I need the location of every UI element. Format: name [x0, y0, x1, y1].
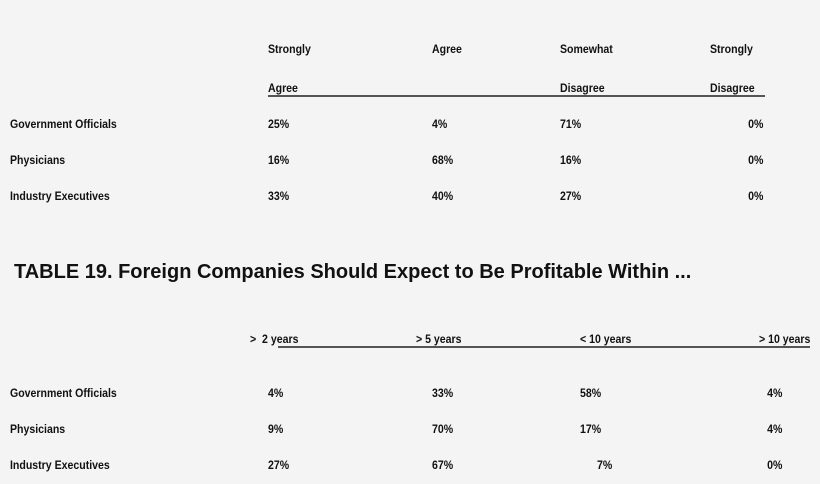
- cell: 9%: [268, 422, 284, 436]
- cell: 71%: [560, 117, 582, 131]
- row-label: Physicians: [10, 153, 66, 167]
- header-lt-10-years: < 10 years: [580, 332, 632, 346]
- header-agree: Agree: [432, 42, 462, 56]
- header-strongly-disagree-line2: Disagree: [710, 81, 755, 95]
- cell: 0%: [766, 458, 782, 472]
- row-label: Government Officials: [10, 386, 117, 400]
- cell: 4%: [268, 386, 284, 400]
- cell: 33%: [432, 386, 454, 400]
- row-label: Industry Executives: [10, 189, 110, 203]
- header-underline: [278, 346, 810, 348]
- header-somewhat-disagree-line2: Disagree: [560, 81, 605, 95]
- cell: 27%: [268, 458, 290, 472]
- row-label: Industry Executives: [10, 458, 110, 472]
- row-label: Physicians: [10, 422, 66, 436]
- header-gt-10-years: > 10 years: [758, 332, 810, 346]
- cell: 4%: [766, 422, 782, 436]
- cell: 16%: [268, 153, 290, 167]
- header-underline: [268, 95, 765, 97]
- cell: 4%: [766, 386, 782, 400]
- header-strongly-disagree-line1: Strongly: [710, 42, 753, 56]
- cell: 0%: [747, 153, 763, 167]
- cell: 68%: [432, 153, 454, 167]
- cell: 58%: [580, 386, 602, 400]
- cell: 16%: [560, 153, 582, 167]
- cell: 0%: [747, 189, 763, 203]
- cell: 25%: [268, 117, 290, 131]
- table-19-title: TABLE 19. Foreign Companies Should Expec…: [14, 261, 692, 283]
- header-gt-5-years: > 5 years: [416, 332, 462, 346]
- header-strongly-agree-line2: Agree: [268, 81, 298, 95]
- cell: 4%: [432, 117, 448, 131]
- header-gt-2-years: > 2 years: [250, 332, 299, 346]
- cell: 70%: [432, 422, 454, 436]
- cell: 33%: [268, 189, 290, 203]
- cell: 67%: [432, 458, 454, 472]
- header-somewhat-disagree-line1: Somewhat: [560, 42, 613, 56]
- cell: 40%: [432, 189, 454, 203]
- header-strongly-agree-line1: Strongly: [268, 42, 311, 56]
- cell: 0%: [747, 117, 763, 131]
- cell: 7%: [597, 458, 613, 472]
- cell: 27%: [560, 189, 582, 203]
- row-label: Government Officials: [10, 117, 117, 131]
- cell: 17%: [580, 422, 602, 436]
